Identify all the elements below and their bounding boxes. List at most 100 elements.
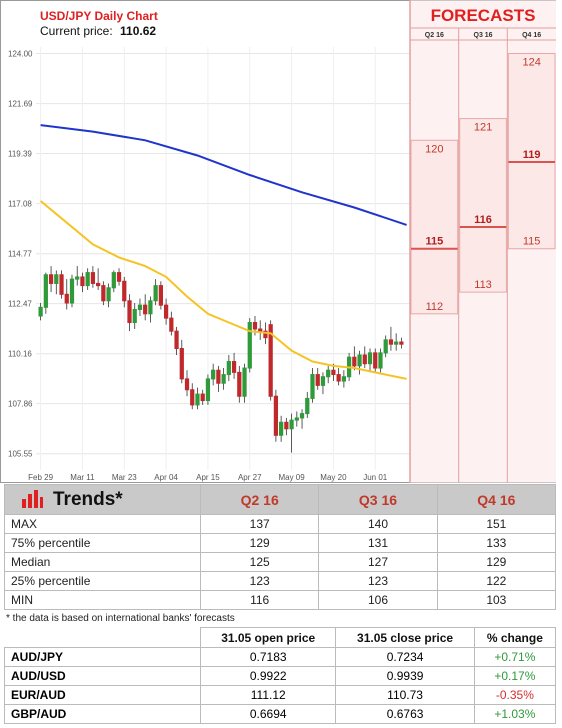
candle xyxy=(127,294,132,332)
svg-text:Current price: 110.62: Current price: 110.62 xyxy=(40,24,156,38)
fx-close-price: 110.73 xyxy=(335,685,475,705)
trends-value-cell: 129 xyxy=(436,552,557,572)
candle xyxy=(373,348,378,373)
fx-row: AUD/JPY 0.7183 0.7234 +0.71% xyxy=(4,647,557,667)
trends-value-cell: 116 xyxy=(199,590,320,610)
trends-row-label: 25% percentile xyxy=(4,571,201,591)
trends-value-cell: 122 xyxy=(436,571,557,591)
y-tick-label: 121.69 xyxy=(8,100,33,109)
fx-header-close: 31.05 close price xyxy=(335,627,475,648)
fx-open-price: 0.7183 xyxy=(199,647,337,667)
candle xyxy=(195,387,200,410)
trends-row: MIN 116 106 103 xyxy=(4,590,557,610)
fx-header-change: % change xyxy=(473,627,557,648)
trends-row: MAX 137 140 151 xyxy=(4,514,557,534)
candlestick-series xyxy=(38,266,404,453)
candle xyxy=(190,383,195,410)
x-axis-ticks: Feb 29 Mar 11 Mar 23 Apr 04 Apr 15 Apr 27 May … xyxy=(28,473,388,482)
fx-pair: AUD/USD xyxy=(4,666,201,686)
candle xyxy=(341,370,346,388)
candle xyxy=(148,296,153,323)
trends-title-cell: Trends* xyxy=(4,484,201,515)
trends-table: Trends* Q2 16 Q3 16 Q4 16 MAX 137 140 151 75… xyxy=(4,484,557,610)
trends-value-cell: 140 xyxy=(318,514,438,534)
y-tick-label: 124.00 xyxy=(8,50,33,59)
forecast-high-label: 121 xyxy=(474,122,492,134)
candle xyxy=(153,279,158,306)
x-tick-label: Mar 23 xyxy=(112,473,137,482)
candle xyxy=(90,266,96,288)
trends-row: Median 125 127 129 xyxy=(4,552,557,572)
candle xyxy=(367,348,373,373)
trends-row: 25% percentile 123 123 122 xyxy=(4,571,557,591)
chart-gridlines xyxy=(36,47,410,470)
x-tick-label: Apr 04 xyxy=(154,473,178,482)
candle xyxy=(106,283,111,308)
candle xyxy=(279,415,284,442)
trends-header-q3: Q3 16 xyxy=(318,484,438,515)
trends-value-cell: 106 xyxy=(318,590,438,610)
chart-title: USD/JPY Daily Chart xyxy=(40,9,158,23)
y-tick-label: 110.16 xyxy=(8,350,32,359)
candle xyxy=(388,326,394,351)
candle xyxy=(174,326,179,356)
y-tick-label: 107.86 xyxy=(8,400,33,409)
forecast-column: Q2 16 120 115 112 xyxy=(410,32,459,315)
trends-row-label: Median xyxy=(4,552,201,572)
trends-footnote: * the data is based on international ban… xyxy=(6,613,235,624)
candle xyxy=(242,363,247,403)
candle xyxy=(247,318,252,373)
x-tick-label: May 09 xyxy=(278,473,305,482)
trends-header-q2: Q2 16 xyxy=(199,484,320,515)
candle xyxy=(43,272,48,314)
fx-row: GBP/AUD 0.6694 0.6763 +1.03% xyxy=(4,704,557,724)
candle xyxy=(69,274,75,308)
fx-header-row: 31.05 open price 31.05 close price % cha… xyxy=(4,627,557,648)
candle xyxy=(231,352,237,379)
candle xyxy=(216,365,221,392)
candle xyxy=(158,281,163,310)
trends-value-cell: 125 xyxy=(199,552,320,572)
trends-value-cell: 123 xyxy=(199,571,320,591)
x-tick-label: Feb 29 xyxy=(28,473,53,482)
trends-value-cell: 123 xyxy=(318,571,438,591)
forecast-mid-label: 116 xyxy=(474,214,492,226)
candle xyxy=(394,333,399,351)
forecast-column: Q4 16 124 119 115 xyxy=(507,32,556,250)
candle xyxy=(54,270,59,295)
x-tick-label: Jun 01 xyxy=(363,473,388,482)
candle xyxy=(399,337,404,349)
y-axis-ticks: 124.00 121.69 119.39 117.08 114.77 112.47 110.… xyxy=(8,50,33,459)
forecast-panel: FORECASTS Q2 16 120 115 112 Q3 16 121 116 113 Q4… xyxy=(409,0,556,483)
candle xyxy=(205,374,211,405)
fx-price-table: 31.05 open price 31.05 close price % cha… xyxy=(4,627,557,724)
candle xyxy=(80,272,85,293)
forecast-range-box xyxy=(410,139,459,315)
forecast-range-box xyxy=(459,118,507,293)
forecast-high-label: 120 xyxy=(425,143,443,155)
candle xyxy=(116,268,122,286)
candle xyxy=(38,302,43,321)
candle xyxy=(352,346,357,371)
trends-row-label: MIN xyxy=(4,590,201,610)
trends-value-cell: 151 xyxy=(436,514,557,534)
bar-chart-icon xyxy=(22,490,43,509)
forecast-column: Q3 16 121 116 113 xyxy=(459,32,507,293)
candle xyxy=(258,320,263,340)
usdjpy-chart: 124.00 121.69 119.39 117.08 114.77 112.47 110.… xyxy=(0,0,556,483)
forecast-column-header: Q4 16 xyxy=(522,32,541,39)
trends-row-label: 75% percentile xyxy=(4,533,201,553)
candle xyxy=(315,368,320,390)
candle xyxy=(75,266,80,286)
candle xyxy=(320,372,326,395)
candle xyxy=(310,368,315,403)
candle xyxy=(294,411,299,427)
candle xyxy=(122,276,127,308)
fx-open-price: 0.6694 xyxy=(199,704,337,724)
fx-open-price: 111.12 xyxy=(199,685,337,705)
y-tick-label: 119.39 xyxy=(8,150,32,159)
trends-value-cell: 129 xyxy=(199,533,320,553)
fx-pair: EUR/AUD xyxy=(4,685,201,705)
trends-value-cell: 103 xyxy=(436,590,557,610)
candle xyxy=(305,391,310,418)
